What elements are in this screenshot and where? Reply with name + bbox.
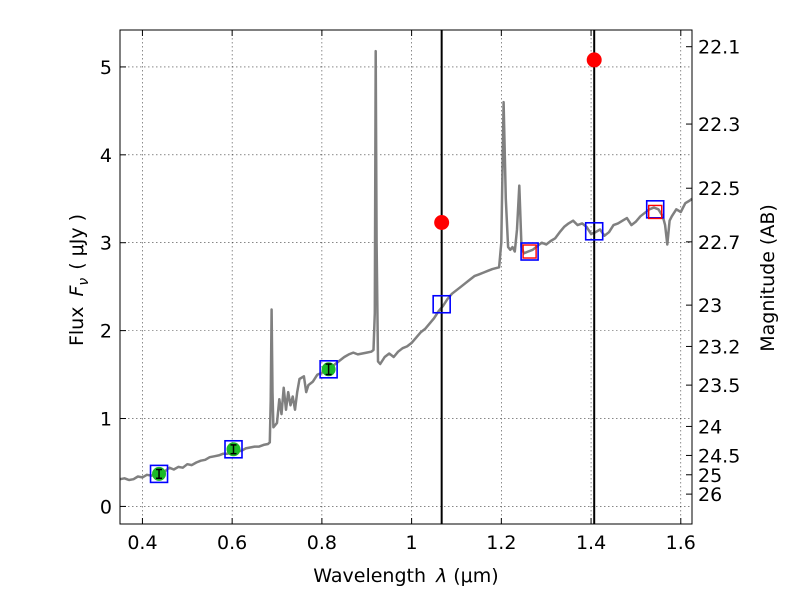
y2-tick-label: 22.3: [698, 114, 740, 136]
red-open-square: [522, 244, 537, 259]
y-tick-label: 5: [100, 57, 112, 79]
y-axis-label-math-sub: ν: [76, 278, 92, 286]
x-axis-label-unit: (μm): [453, 565, 498, 587]
y2-tick-label: 24: [698, 416, 722, 438]
model-photometry-square: [319, 359, 338, 379]
tick-layer: 0.4 0.6 0.8 1 1.2 1.4 1.601234522.122.322.522.…: [100, 30, 740, 554]
y2-tick-label: 23.2: [698, 336, 740, 358]
y-axis-label: Flux Fν ( μJy ): [66, 214, 92, 346]
model-photometry-square: [520, 242, 539, 261]
y-axis-label-main: Flux: [66, 307, 88, 347]
x-tick-label: 1.4: [576, 532, 606, 554]
x-axis-label-math: λ: [435, 565, 447, 587]
red-filled-point: [434, 215, 450, 231]
y2-tick-label: 23: [698, 295, 722, 317]
model-photometry-square: [149, 464, 169, 484]
y2-tick-label: 22.7: [698, 232, 740, 254]
model-photometry-square: [224, 439, 243, 459]
y-tick-label: 3: [100, 233, 112, 255]
red-open-square: [648, 204, 663, 220]
grid-layer: [120, 30, 692, 524]
y-tick-label: 1: [100, 409, 112, 431]
x-tick-label: 0.4: [127, 532, 157, 554]
y2-tick-label: 25: [698, 465, 722, 487]
y2-tick-label: 24.5: [698, 445, 740, 467]
y2-tick-label: 22.1: [698, 37, 740, 59]
x-tick-label: 1.6: [666, 532, 696, 554]
x-tick-label: 0.6: [217, 532, 247, 554]
y2-tick-label: 23.5: [698, 375, 740, 397]
y-axis-label-math-main: F: [66, 285, 88, 297]
x-axis-label-main: Wavelength: [313, 565, 426, 587]
plot-frame: [119, 29, 693, 525]
sed-model-line: [119, 49, 693, 482]
model-photometry-square: [584, 221, 604, 241]
y-tick-label: 2: [100, 321, 112, 343]
y2-tick-label: 22.5: [698, 178, 740, 200]
x-axis-label: Wavelength λ (μm): [313, 565, 498, 587]
y-tick-label: 0: [100, 496, 112, 518]
x-tick-label: 0.8: [307, 532, 337, 554]
y-axis-label-unit: ( μJy ): [66, 214, 88, 270]
x-tick-label: 1: [406, 532, 418, 554]
y2-tick-label: 26: [698, 484, 722, 506]
red-filled-point: [586, 52, 602, 68]
x-tick-label: 1.2: [486, 532, 516, 554]
y2-axis-label: Magnitude (AB): [757, 204, 779, 352]
y-tick-label: 4: [100, 145, 112, 167]
data-layer: [119, 30, 693, 524]
model-photometry-square: [432, 294, 451, 314]
